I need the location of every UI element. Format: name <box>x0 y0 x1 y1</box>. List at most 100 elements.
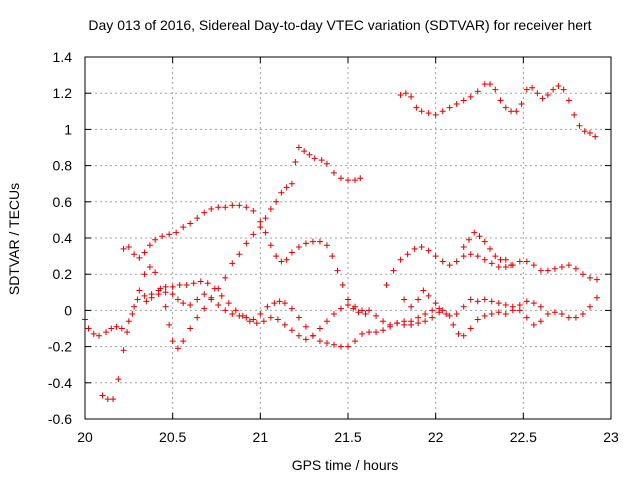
data-point <box>229 311 236 318</box>
data-point <box>422 318 429 325</box>
data-point <box>429 307 436 314</box>
series-track-3 <box>120 202 369 318</box>
data-point <box>460 244 467 251</box>
tick-labels: 20 20.5 21 21.5 22 22.5 23 -0.6 -0.4 -0.2 0 0.2 0.4 0… <box>48 49 619 445</box>
data-point <box>253 320 260 327</box>
data-point <box>323 318 330 325</box>
data-point <box>460 253 467 260</box>
data-point <box>492 86 499 93</box>
data-point <box>264 303 271 310</box>
data-point <box>401 296 408 303</box>
data-point <box>273 253 280 260</box>
data-point <box>243 204 250 211</box>
x-tick-label: 23 <box>603 429 619 445</box>
data-point <box>432 300 439 307</box>
data-point <box>204 280 211 287</box>
data-point <box>471 229 478 236</box>
y-tick-label: 0.2 <box>53 266 73 282</box>
data-point <box>502 263 509 270</box>
data-point <box>311 155 318 162</box>
data-point <box>436 305 443 312</box>
data-point <box>267 314 274 321</box>
data-point <box>103 329 110 336</box>
data-point <box>576 122 583 129</box>
data-point <box>544 92 551 99</box>
data-point <box>113 323 120 330</box>
data-point <box>283 256 290 263</box>
data-point <box>157 285 164 292</box>
data-point <box>502 104 509 111</box>
data-point <box>152 269 159 276</box>
data-point <box>180 224 187 231</box>
data-point <box>323 160 330 167</box>
data-point <box>537 318 544 325</box>
data-point <box>481 296 488 303</box>
data-point <box>366 329 373 336</box>
data-point <box>523 314 530 321</box>
data-point <box>460 97 467 104</box>
grid-lines <box>85 57 611 419</box>
data-point <box>359 330 366 337</box>
data-point <box>118 325 125 332</box>
x-tick-label: 22 <box>428 429 444 445</box>
data-point <box>260 318 267 325</box>
data-point <box>537 303 544 310</box>
data-point <box>586 303 593 310</box>
data-point <box>415 296 422 303</box>
data-point <box>169 291 176 298</box>
data-point <box>488 311 495 318</box>
data-point <box>104 396 111 403</box>
data-point <box>586 130 593 137</box>
data-point <box>271 300 278 307</box>
data-point <box>262 215 269 222</box>
data-point <box>345 343 351 350</box>
data-point <box>551 265 558 272</box>
data-point <box>120 245 127 252</box>
data-point <box>229 260 236 267</box>
data-point <box>593 294 600 301</box>
data-point <box>373 329 380 336</box>
data-point <box>125 318 132 325</box>
data-point <box>446 312 453 319</box>
y-tick-label: 1.4 <box>53 49 73 65</box>
data-point <box>295 144 302 151</box>
data-point <box>579 311 586 318</box>
data-point <box>355 309 362 316</box>
data-point <box>558 263 565 270</box>
data-point <box>439 307 446 314</box>
data-point <box>281 321 288 328</box>
y-tick-label: -0.4 <box>48 375 72 391</box>
data-point <box>404 251 411 258</box>
data-point <box>443 311 450 318</box>
data-point <box>415 314 422 321</box>
data-point <box>136 254 143 261</box>
data-point <box>544 311 551 318</box>
data-point <box>201 291 208 298</box>
series-track-9 <box>397 81 599 140</box>
data-point <box>148 294 155 301</box>
y-tick-label: -0.6 <box>48 411 72 427</box>
data-point <box>439 108 446 115</box>
x-tick-label: 22.5 <box>510 429 537 445</box>
axis-ticks <box>84 56 612 420</box>
data-point <box>187 301 194 308</box>
data-point <box>422 311 429 318</box>
data-point <box>309 332 316 339</box>
data-point <box>143 298 150 305</box>
data-point <box>523 298 530 305</box>
data-point <box>85 325 92 332</box>
data-point <box>383 282 390 289</box>
data-point <box>337 175 344 182</box>
data-point <box>411 245 418 252</box>
data-point <box>579 271 586 278</box>
data-point <box>380 318 387 325</box>
data-point <box>225 300 232 307</box>
data-point <box>292 158 299 165</box>
series-track-4 <box>143 289 443 350</box>
data-point <box>162 303 169 310</box>
data-point <box>301 148 308 155</box>
data-point <box>323 339 330 346</box>
data-point <box>309 238 316 245</box>
data-point <box>120 347 127 354</box>
data-point <box>329 253 336 260</box>
